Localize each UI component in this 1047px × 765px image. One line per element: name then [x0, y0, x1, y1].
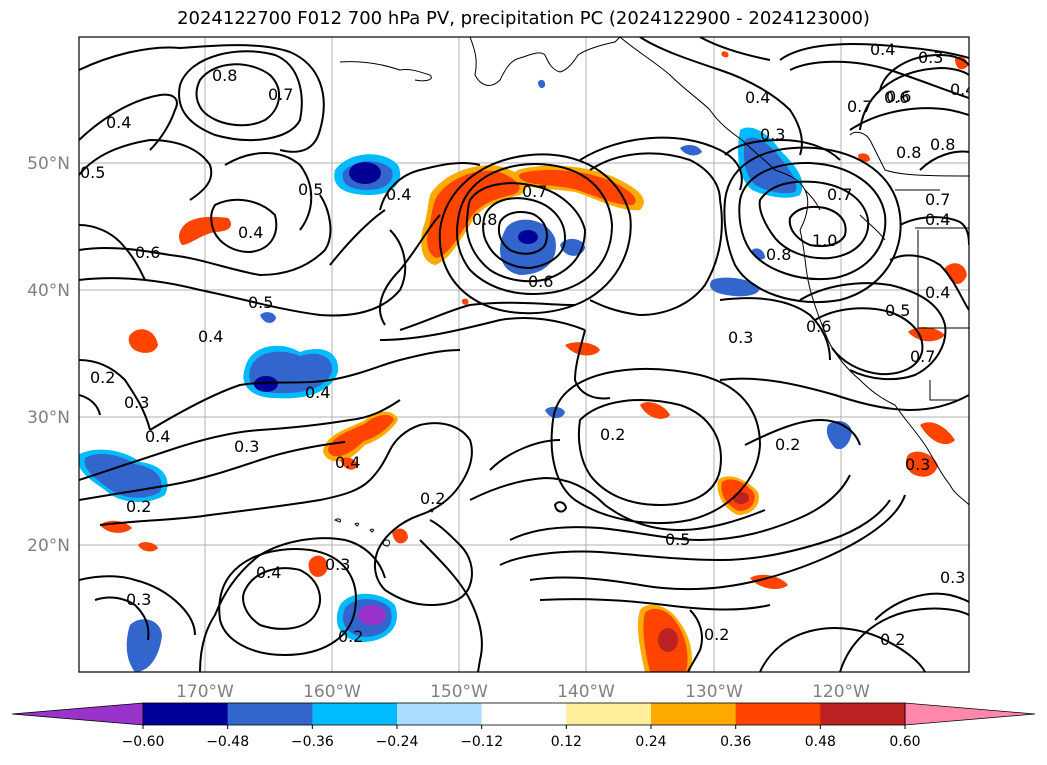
lon-label: 120°W: [812, 682, 870, 702]
contour-label: 0.4: [106, 113, 131, 132]
colorbar: [11, 702, 1036, 726]
contour-label: 0.4: [145, 427, 170, 446]
colorbar-segment: [143, 703, 229, 725]
graticule: [79, 37, 969, 672]
contour-label: 0.5: [80, 163, 105, 182]
contour-label: 0.3: [760, 125, 785, 144]
lat-label: 30°N: [27, 408, 70, 428]
contour-label: 0.7: [925, 190, 950, 209]
colorbar-extend-right: [904, 702, 1036, 726]
contour-label: 0.3: [234, 437, 259, 456]
lon-label: 170°W: [176, 682, 234, 702]
contour-label: 1.0: [812, 231, 837, 250]
lon-axis-labels: 170°W 160°W 150°W 140°W 130°W 120°W: [176, 682, 870, 702]
contour-label: 0.4: [305, 383, 330, 402]
contour-label: 0.3: [126, 590, 151, 609]
contour-label: 0.2: [880, 630, 905, 649]
contour-labels: 0.8 0.7 0.4 0.5 0.5 0.4 0.6 0.4 0.8 0.7 …: [80, 40, 975, 649]
contour-label: 0.6: [135, 243, 160, 262]
contour-label: 0.2: [90, 368, 115, 387]
contour-label: 0.5: [885, 301, 910, 320]
colorbar-segment: [481, 703, 567, 725]
lon-label: 150°W: [430, 682, 488, 702]
colorbar-tick-label: 0.48: [805, 734, 836, 750]
contour-label: 0.8: [766, 245, 791, 264]
contour-label: 0.4: [386, 185, 411, 204]
contour-label: 0.4: [256, 563, 281, 582]
contour-label: 0.5: [248, 293, 273, 312]
colorbar-segment: [735, 703, 821, 725]
lon-label: 160°W: [303, 682, 361, 702]
contour-label: 0.7: [910, 347, 935, 366]
colorbar-segment: [820, 703, 906, 725]
contour-label: 0.7: [827, 185, 852, 204]
contour-label: 0.3: [918, 48, 943, 67]
contour-label: 0.6: [886, 87, 911, 106]
colorbar-segment: [227, 703, 313, 725]
colorbar-tick-label: −0.48: [206, 734, 249, 750]
contour-label: 0.3: [124, 393, 149, 412]
colorbar-segment: [397, 703, 483, 725]
contour-label: 0.5: [665, 530, 690, 549]
map-background: [79, 37, 969, 672]
contour-label: 0.4: [870, 40, 895, 59]
colorbar-segment: [312, 703, 398, 725]
lon-label: 140°W: [557, 682, 615, 702]
contour-label: 0.2: [126, 497, 151, 516]
contour-label: 0.4: [335, 453, 360, 472]
contour-label: 0.3: [905, 455, 930, 474]
contour-label: 0.2: [775, 435, 800, 454]
lon-label: 130°W: [685, 682, 743, 702]
colorbar-tick-labels: −0.60 −0.48 −0.36 −0.24 −0.12 0.12 0.24 0.36 0.4…: [122, 725, 921, 750]
colorbar-tick-label: −0.36: [291, 734, 334, 750]
colorbar-tick-label: −0.24: [376, 734, 419, 750]
colorbar-tick-label: 0.60: [889, 734, 920, 750]
contour-label: 0.7: [268, 85, 293, 104]
pv-contours: [79, 37, 969, 672]
contour-label: 0.8: [472, 210, 497, 229]
colorbar-tick-label: 0.36: [720, 734, 751, 750]
colorbar-extend-left: [11, 702, 144, 726]
contour-label: 0.2: [600, 425, 625, 444]
contour-label: 0.6: [884, 88, 909, 107]
lat-axis-labels: 50°N 40°N 30°N 20°N: [27, 154, 70, 556]
coastlines: [333, 37, 969, 547]
contour-label: 0.3: [325, 555, 350, 574]
contour-label: 0.2: [704, 625, 729, 644]
contour-label: 0.2: [338, 627, 363, 646]
contour-label: 0.4: [925, 283, 950, 302]
map-frame: [78, 36, 970, 673]
lat-label: 50°N: [27, 154, 70, 174]
colorbar-segment: [566, 703, 652, 725]
contour-label: 0.4: [198, 327, 223, 346]
contour-label: 0.8: [930, 135, 955, 154]
lat-label: 20°N: [27, 536, 70, 556]
colorbar-tick-label: 0.12: [551, 734, 582, 750]
contour-label: 0.4: [238, 223, 263, 242]
precip-negative: [79, 79, 852, 672]
contour-label: 0.2: [420, 489, 445, 508]
colorbar-tick-label: −0.12: [460, 734, 503, 750]
colorbar-tick-label: 0.24: [635, 734, 666, 750]
contour-label: 0.7: [522, 182, 547, 201]
contour-label: 0.6: [806, 317, 831, 336]
contour-label: 0.4: [745, 88, 770, 107]
contour-label: 0.8: [212, 66, 237, 85]
map-title: 2024122700 F012 700 hPa PV, precipitatio…: [177, 8, 870, 29]
contour-label: 0.3: [728, 328, 753, 347]
contour-label: 0.7: [847, 97, 872, 116]
contour-label: 0.8: [896, 143, 921, 162]
contour-label: 0.4: [925, 210, 950, 229]
contour-label: 0.6: [528, 272, 553, 291]
lat-label: 40°N: [27, 281, 70, 301]
colorbar-border: [142, 702, 906, 726]
colorbar-segment: [651, 703, 737, 725]
precip-positive: [100, 51, 968, 672]
contour-label: 0.3: [940, 568, 965, 587]
contour-label: 0.5: [298, 180, 323, 199]
contour-label: 0.4: [950, 80, 975, 99]
colorbar-tick-label: −0.60: [122, 734, 165, 750]
